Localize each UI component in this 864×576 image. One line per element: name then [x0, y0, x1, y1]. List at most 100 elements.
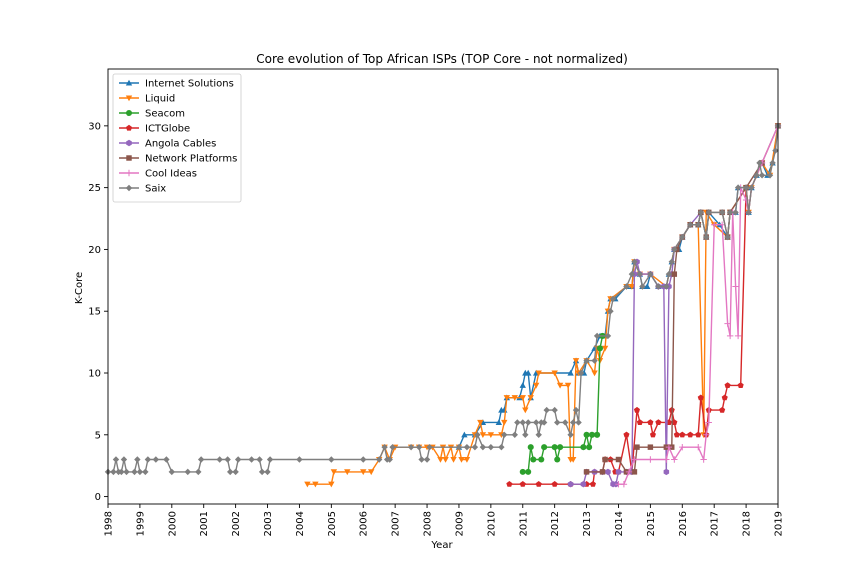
legend: Internet Solutions Liquid Seacom ICTGlobe An…: [112, 73, 242, 203]
data-point-liquid: [442, 456, 449, 463]
data-point-saix: [375, 456, 383, 463]
legend-label: Cool Ideas: [145, 169, 197, 180]
legend-item-angola-cables: Angola Cables: [119, 139, 216, 150]
plot-area: [104, 68, 782, 505]
data-point-saix: [687, 221, 694, 228]
legend-box: [112, 73, 242, 203]
x-tick-label: 2014: [614, 511, 625, 536]
data-point-saix: [487, 443, 495, 451]
data-point-liquid: [601, 345, 609, 352]
data-point-saix: [498, 443, 505, 451]
data-point-liquid: [328, 481, 335, 488]
data-point-saix: [543, 406, 550, 414]
data-point-cool-ideas: [647, 456, 654, 463]
data-point-saix: [381, 443, 388, 451]
data-point-ictglobe: [673, 431, 680, 438]
data-point-saix: [123, 468, 130, 476]
data-point-saix: [745, 209, 752, 216]
data-point-ictglobe: [636, 419, 643, 425]
data-point-saix: [591, 357, 598, 364]
data-point-seacom: [551, 444, 558, 451]
data-point-cool-ideas: [631, 456, 638, 463]
data-point-saix: [665, 270, 673, 278]
data-point-saix: [631, 258, 638, 265]
data-point-saix: [248, 456, 255, 463]
data-point-saix: [753, 172, 760, 179]
data-point-angola-cables: [567, 481, 574, 488]
data-point-saix: [769, 159, 776, 167]
x-tick-label: 2004: [295, 511, 306, 536]
data-point-saix: [758, 172, 766, 179]
data-point-saix: [501, 431, 508, 438]
data-point-seacom: [519, 468, 526, 475]
data-point-ictglobe: [687, 431, 694, 438]
data-point-network-platforms: [602, 456, 608, 463]
data-point-ictglobe: [721, 394, 728, 401]
data-point-ictglobe: [649, 431, 656, 438]
legend-marker: [125, 95, 133, 102]
data-point-saix: [360, 456, 367, 463]
data-point-saix: [226, 468, 234, 476]
legend-marker: [126, 155, 132, 161]
y-tick-label: 0: [95, 492, 101, 503]
legend-item-liquid: Liquid: [119, 94, 175, 105]
data-point-saix: [628, 270, 636, 278]
data-point-seacom: [580, 444, 587, 451]
data-point-saix: [415, 443, 423, 451]
data-point-saix: [479, 443, 487, 451]
data-point-saix: [554, 419, 561, 426]
x-tick-label: 2017: [710, 511, 721, 536]
data-point-ictglobe: [589, 481, 596, 487]
data-point-saix: [197, 456, 205, 463]
data-point-network-platforms: [671, 271, 678, 277]
legend-label: Network Platforms: [145, 154, 237, 165]
data-point-saix: [561, 419, 569, 426]
y-tick-label: 20: [88, 245, 101, 256]
data-point-saix: [593, 332, 601, 340]
legend-marker: [125, 169, 133, 177]
data-point-saix: [136, 468, 144, 476]
data-point-liquid: [458, 456, 465, 463]
data-point-saix: [623, 283, 630, 290]
data-point-saix: [455, 443, 463, 451]
legend-marker: [125, 184, 133, 192]
data-point-liquid: [450, 456, 457, 463]
data-point-cool-ideas: [679, 443, 686, 451]
data-point-angola-cables: [663, 468, 670, 476]
data-point-network-platforms: [599, 469, 606, 475]
legend-label: Liquid: [145, 94, 175, 105]
data-point-ictglobe: [623, 431, 630, 438]
data-point-cool-ideas: [695, 443, 702, 451]
data-point-saix: [636, 270, 644, 278]
data-point-network-platforms: [631, 469, 638, 475]
data-point-cool-ideas: [734, 332, 742, 340]
data-point-ictglobe: [737, 382, 744, 388]
data-point-angola-cables: [605, 468, 611, 476]
x-tick-label: 2015: [646, 511, 657, 536]
data-point-saix: [184, 468, 191, 476]
data-point-ictglobe: [647, 419, 654, 425]
data-point-cool-ideas: [703, 431, 710, 438]
data-point-saix: [756, 159, 763, 167]
data-point-saix: [234, 456, 242, 463]
data-point-liquid: [527, 395, 534, 401]
data-point-saix: [705, 209, 712, 216]
data-point-liquid: [437, 456, 444, 463]
data-point-saix: [296, 456, 303, 463]
data-point-saix: [328, 456, 335, 463]
data-point-network-platforms: [615, 456, 622, 463]
data-point-ictglobe: [724, 382, 731, 388]
data-point-saix: [742, 184, 750, 191]
data-point-network-platforms: [647, 444, 654, 450]
data-point-cool-ideas: [742, 196, 750, 204]
data-point-liquid: [564, 382, 572, 389]
data-point-saix: [463, 443, 471, 451]
data-point-saix: [695, 221, 702, 228]
data-point-liquid: [487, 432, 495, 438]
data-point-cool-ideas: [625, 468, 633, 476]
y-tick-label: 25: [88, 183, 101, 194]
data-point-cool-ideas: [732, 283, 739, 290]
legend-item-internet-solutions: Internet Solutions: [119, 79, 234, 90]
data-point-saix: [724, 233, 731, 241]
data-point-saix: [748, 184, 755, 191]
